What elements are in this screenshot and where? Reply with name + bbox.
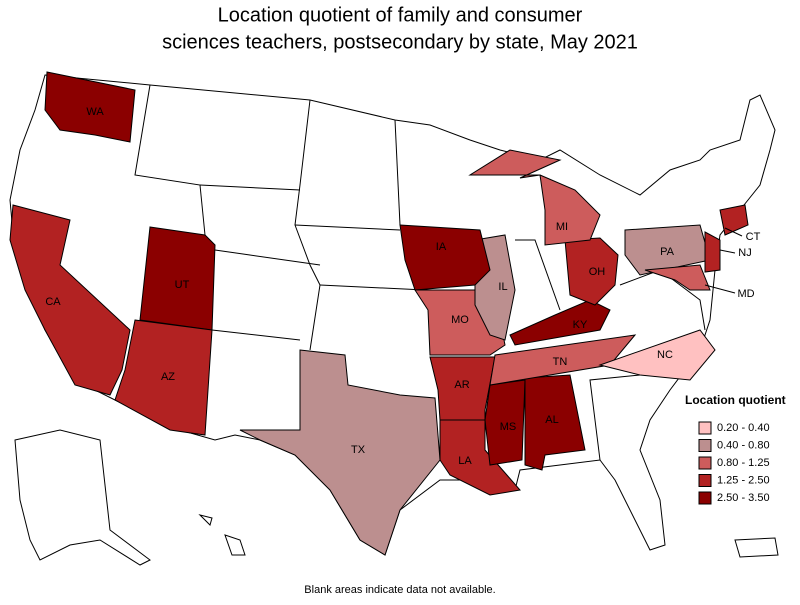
border — [394, 119, 401, 226]
state-label: AR — [454, 379, 469, 391]
state-label: TX — [351, 444, 366, 456]
state-label: MO — [451, 314, 469, 326]
state-shape — [399, 224, 491, 291]
border — [214, 249, 321, 266]
state-shape — [564, 237, 619, 306]
border — [294, 99, 321, 351]
title-line: sciences teachers, postsecondary by stat… — [162, 31, 638, 53]
state-label: AL — [545, 414, 558, 426]
legend-label: 0.80 - 1.25 — [717, 457, 770, 469]
state-label: PA — [660, 246, 675, 258]
leader-line — [704, 284, 736, 294]
legend-label: 1.25 - 2.50 — [717, 474, 770, 486]
border — [199, 184, 301, 191]
alaska — [14, 429, 151, 566]
state-label: MI — [556, 221, 568, 233]
hawaii — [198, 514, 213, 526]
state-shape — [489, 334, 637, 386]
border — [515, 239, 561, 311]
hawaii — [224, 534, 246, 556]
state-shape — [644, 264, 711, 291]
border — [589, 374, 641, 461]
state-shape — [44, 71, 136, 143]
border — [319, 284, 426, 291]
legend: Location quotient 0.20 - 0.40 0.40 - 0.80… — [685, 393, 786, 505]
state-shape — [439, 419, 521, 496]
state-labels: WA CA UT AZ TX MO AR LA MS AL TN KY OH M… — [45, 106, 760, 467]
state-label: IL — [498, 281, 507, 293]
footnote: Blank areas indicate data not available. — [304, 584, 495, 596]
legend-swatch — [698, 474, 712, 487]
state-shape — [704, 231, 721, 273]
title-line: Location quotient of family and consumer — [218, 4, 583, 26]
state-shape — [139, 226, 216, 331]
legend-label: 2.50 - 3.50 — [717, 492, 770, 504]
state-label: MS — [500, 421, 517, 433]
states — [9, 71, 749, 556]
state-shape — [9, 204, 131, 396]
state-shape — [524, 374, 586, 471]
state-shape — [484, 379, 526, 466]
border — [294, 224, 401, 231]
puerto-rico — [734, 537, 779, 558]
legend-swatch — [698, 456, 712, 470]
leader-line — [719, 249, 736, 254]
state-shape — [239, 349, 441, 556]
state-label: MD — [737, 288, 754, 300]
state-label: AZ — [161, 371, 175, 383]
state-shape — [509, 299, 611, 346]
legend-swatch — [698, 421, 712, 435]
state-shape — [114, 319, 213, 436]
state-shape — [719, 204, 749, 236]
state-shape — [598, 329, 716, 381]
legend-label: 0.40 - 0.80 — [717, 439, 770, 451]
state-label: OH — [589, 266, 606, 278]
border — [211, 329, 301, 341]
leader-line — [724, 227, 743, 237]
state-label: LA — [458, 455, 472, 467]
state-label: CT — [746, 231, 761, 243]
state-label: NC — [657, 349, 673, 361]
state-label: IA — [436, 241, 447, 253]
legend-label: 0.20 - 0.40 — [717, 422, 770, 434]
border — [134, 84, 206, 236]
legend-swatch — [698, 491, 712, 505]
state-label: CA — [45, 296, 61, 308]
legend-swatch — [698, 439, 712, 452]
state-label: KY — [573, 319, 588, 331]
state-label: UT — [175, 279, 190, 291]
state-shape — [468, 149, 601, 246]
state-label: WA — [86, 106, 104, 118]
legend-title: Location quotient — [685, 393, 786, 407]
base-map — [9, 74, 779, 566]
state-label: TN — [553, 356, 568, 368]
border — [619, 269, 706, 331]
state-label: NJ — [738, 247, 751, 259]
